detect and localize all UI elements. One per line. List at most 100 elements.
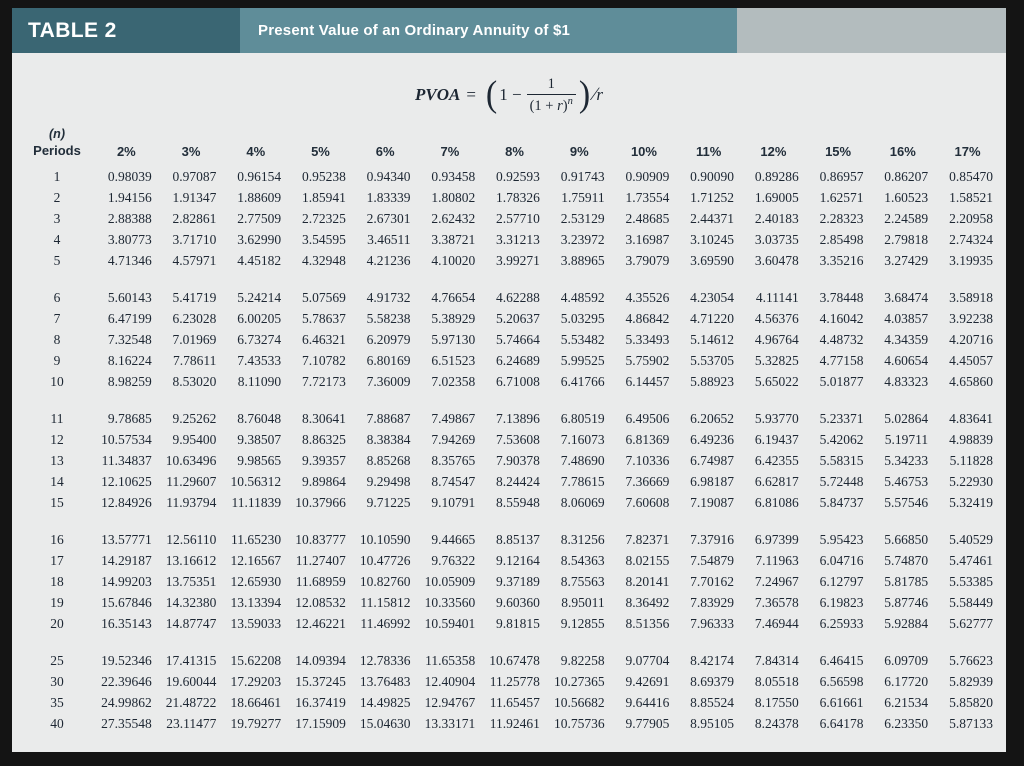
group-gap-row — [20, 514, 1000, 530]
value-cell: 8.98259 — [107, 374, 152, 390]
value-cell: 3.35216 — [819, 253, 864, 269]
value-cell: 10.37966 — [295, 495, 346, 511]
period-cell: 16 — [50, 532, 64, 548]
value-cell: 7.36009 — [366, 374, 411, 390]
value-cell: 4.71220 — [690, 311, 735, 327]
value-cell: 8.24424 — [496, 474, 540, 490]
value-cell: 9.82258 — [560, 653, 605, 669]
value-cell: 0.90909 — [625, 169, 670, 185]
value-cell: 5.19711 — [884, 432, 929, 448]
value-cell: 10.56312 — [230, 474, 282, 490]
value-cell: 5.85820 — [949, 695, 993, 711]
value-cell: 6.74987 — [690, 453, 735, 469]
value-cell: 4.21236 — [366, 253, 411, 269]
value-cell: 8.53020 — [172, 374, 217, 390]
value-cell: 5.53705 — [690, 353, 735, 369]
value-cell: 3.68474 — [884, 290, 929, 306]
value-cell: 0.95238 — [301, 169, 346, 185]
value-cell: 5.34233 — [884, 453, 929, 469]
value-cell: 2.79818 — [884, 232, 929, 248]
value-cell: 5.53482 — [560, 332, 605, 348]
value-cell: 8.85137 — [496, 532, 540, 548]
fraction-numerator: 1 — [547, 76, 555, 93]
value-cell: 11.11839 — [231, 495, 282, 511]
value-cell: 6.46415 — [819, 653, 864, 669]
value-cell: 12.40904 — [424, 674, 476, 690]
value-cell: 7.19087 — [690, 495, 735, 511]
value-cell: 7.43533 — [237, 353, 282, 369]
value-cell: 1.58521 — [949, 190, 993, 206]
table-header-bar: TABLE 2 Present Value of an Ordinary Ann… — [12, 8, 1006, 53]
period-cell: 20 — [50, 616, 64, 632]
value-cell: 11.93794 — [166, 495, 217, 511]
value-cell: 10.33560 — [424, 595, 476, 611]
periods-column-header: (n) Periods — [20, 127, 94, 167]
value-cell: 9.10791 — [431, 495, 476, 511]
value-cell: 16.37419 — [295, 695, 346, 711]
value-cell: 6.49236 — [690, 432, 735, 448]
value-cell: 6.49506 — [625, 411, 670, 427]
value-cell: 3.71710 — [172, 232, 217, 248]
value-cell: 19.60044 — [165, 674, 217, 690]
value-cell: 9.25262 — [172, 411, 217, 427]
table-row: 13 11.34837 10.63496 9.98565 9.39357 8.85268 8… — [20, 451, 1000, 472]
value-cell: 15.04630 — [359, 716, 411, 732]
value-cell: 9.71225 — [366, 495, 411, 511]
rate-column-header: 15% — [825, 143, 852, 159]
table-wrap: (n) Periods 2% 3% 4% 5% 6% 7% 8% 9% 10% 11% 12% 15%… — [12, 125, 1006, 735]
value-cell: 10.59401 — [424, 616, 476, 632]
value-cell: 4.16042 — [819, 311, 864, 327]
value-cell: 5.58238 — [366, 311, 411, 327]
value-cell: 4.34359 — [884, 332, 929, 348]
value-cell: 7.94269 — [431, 432, 476, 448]
table-row: 20 16.35143 14.87747 13.59033 12.46221 11.469… — [20, 614, 1000, 635]
period-cell: 5 — [53, 253, 61, 269]
value-cell: 3.92238 — [949, 311, 993, 327]
value-cell: 0.94340 — [366, 169, 411, 185]
value-cell: 10.05909 — [424, 574, 476, 590]
rate-column-header: 9% — [569, 143, 589, 159]
value-cell: 4.65860 — [949, 374, 993, 390]
value-cell: 5.32419 — [949, 495, 993, 511]
value-cell: 8.20141 — [625, 574, 670, 590]
value-cell: 5.40529 — [949, 532, 993, 548]
value-cell: 2.44371 — [690, 211, 735, 227]
value-cell: 5.84737 — [819, 495, 864, 511]
value-cell: 11.25778 — [489, 674, 540, 690]
table-body: 1 0.98039 0.97087 0.96154 0.95238 0.94340 0.93… — [20, 167, 1000, 735]
denominator-exponent: n — [567, 95, 573, 107]
value-cell: 0.97087 — [172, 169, 217, 185]
value-cell: 6.21534 — [884, 695, 929, 711]
value-cell: 0.92593 — [496, 169, 540, 185]
value-cell: 15.62208 — [230, 653, 282, 669]
value-cell: 2.40183 — [754, 211, 799, 227]
value-cell: 6.04716 — [819, 553, 864, 569]
value-cell: 13.16612 — [165, 553, 217, 569]
value-cell: 2.67301 — [366, 211, 411, 227]
value-cell: 1.91347 — [172, 190, 217, 206]
group-gap-row — [20, 272, 1000, 288]
value-cell: 5.65022 — [754, 374, 799, 390]
rate-column-header: 17% — [954, 143, 981, 159]
value-cell: 23.11477 — [166, 716, 217, 732]
value-cell: 6.23350 — [884, 716, 929, 732]
value-cell: 1.83339 — [366, 190, 411, 206]
value-cell: 1.75911 — [561, 190, 605, 206]
value-cell: 7.10782 — [301, 353, 346, 369]
value-cell: 6.61661 — [819, 695, 864, 711]
value-cell: 8.30641 — [301, 411, 346, 427]
pvoa-formula: PVOA = ( 1 − 1 (1 + r)n ) ∕r — [415, 75, 603, 114]
value-cell: 5.14612 — [690, 332, 735, 348]
value-cell: 10.56682 — [554, 695, 605, 711]
value-cell: 8.05518 — [754, 674, 799, 690]
value-cell: 14.49825 — [359, 695, 411, 711]
value-cell: 9.98565 — [237, 453, 282, 469]
value-cell: 6.81369 — [625, 432, 670, 448]
value-cell: 1.85941 — [301, 190, 346, 206]
value-cell: 5.57546 — [884, 495, 929, 511]
value-cell: 2.62432 — [431, 211, 476, 227]
value-cell: 6.81086 — [754, 495, 799, 511]
formula-fraction: 1 (1 + r)n — [526, 75, 576, 114]
table-number-block: TABLE 2 — [12, 8, 240, 53]
value-cell: 12.46221 — [295, 616, 346, 632]
